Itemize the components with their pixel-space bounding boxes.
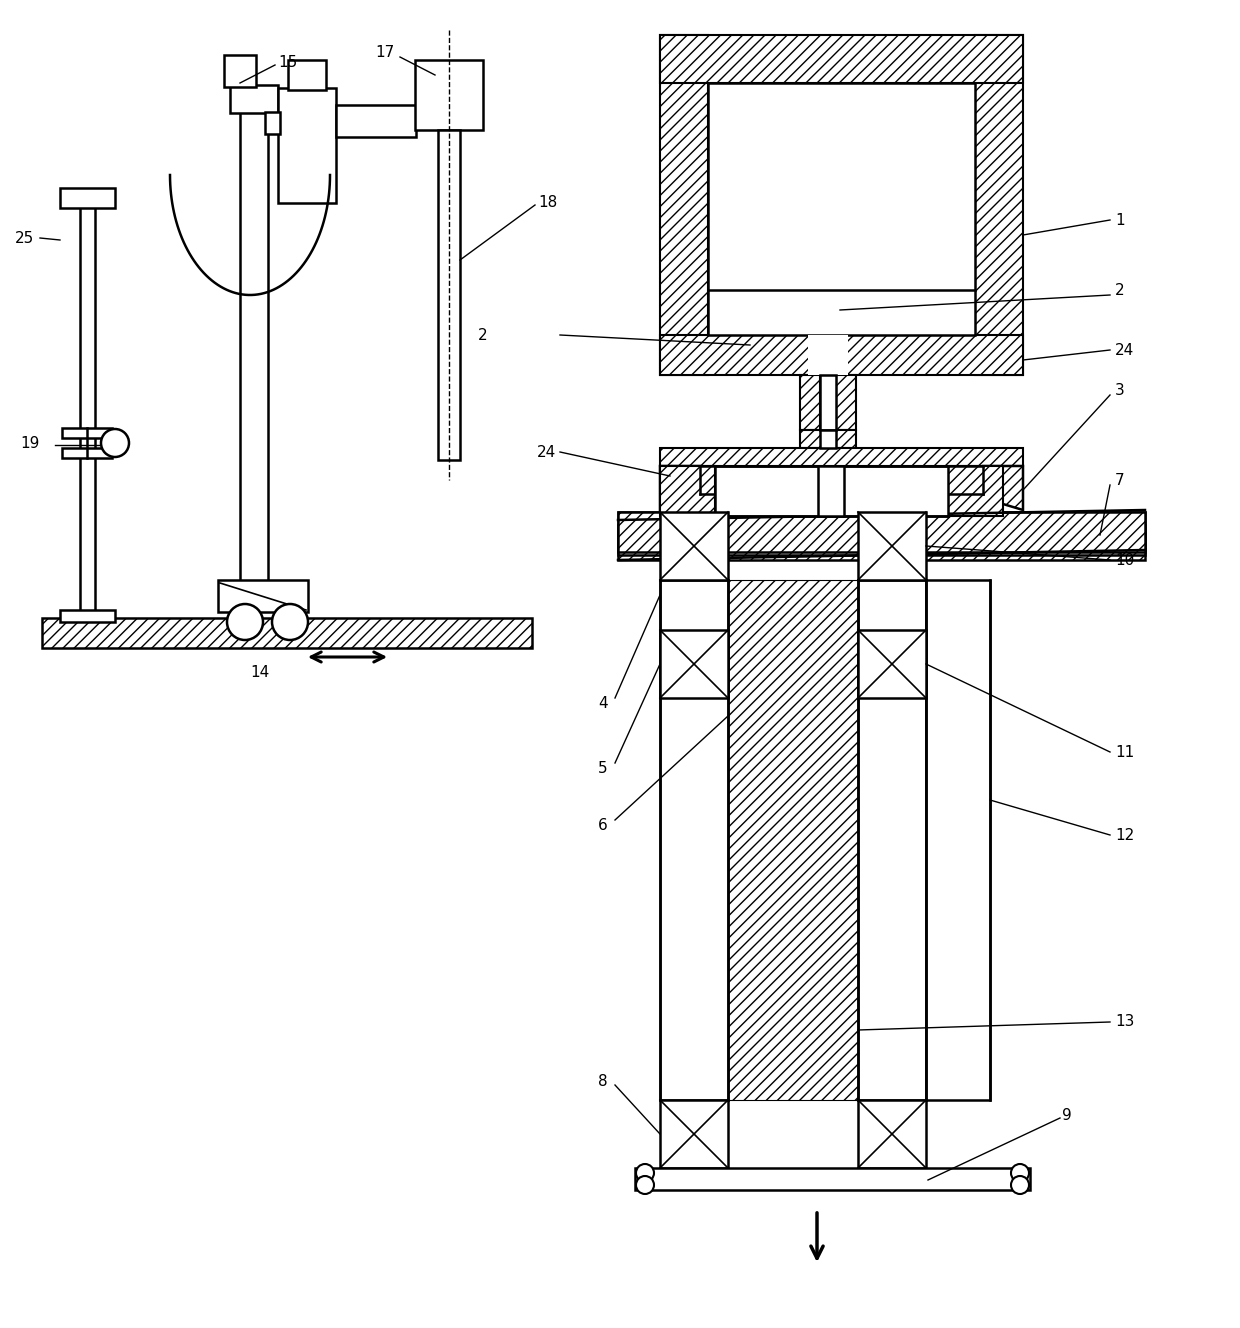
Bar	[715, 466, 949, 517]
Circle shape	[636, 1177, 653, 1194]
Text: 15: 15	[278, 54, 298, 69]
Text: 7: 7	[1115, 473, 1125, 487]
Text: 2: 2	[477, 328, 487, 343]
Polygon shape	[618, 525, 1145, 560]
Circle shape	[100, 429, 129, 457]
Bar	[618, 513, 1145, 552]
Text: 18: 18	[538, 194, 557, 210]
Polygon shape	[983, 466, 1023, 510]
Bar	[660, 513, 728, 580]
Bar	[415, 60, 484, 130]
Bar	[858, 513, 926, 580]
Text: 17: 17	[374, 45, 394, 60]
Bar	[949, 466, 1003, 517]
Bar	[660, 580, 728, 1100]
Text: 9: 9	[1061, 1108, 1071, 1122]
Circle shape	[636, 1165, 653, 1182]
Bar	[708, 84, 975, 335]
Text: 3: 3	[1115, 382, 1125, 397]
Bar	[62, 448, 112, 458]
Bar	[926, 580, 990, 1100]
Bar	[288, 60, 326, 90]
Text: 5: 5	[598, 761, 608, 776]
Polygon shape	[660, 466, 701, 510]
Bar	[818, 466, 844, 517]
Text: 2: 2	[1115, 283, 1125, 297]
Text: 25: 25	[15, 231, 35, 246]
Text: 12: 12	[1115, 827, 1135, 842]
Bar	[858, 580, 926, 1100]
Bar	[278, 88, 336, 203]
Bar	[660, 629, 728, 699]
Bar	[224, 54, 255, 88]
Bar	[336, 105, 415, 137]
Text: 1: 1	[1115, 212, 1125, 227]
Text: 8: 8	[598, 1074, 608, 1089]
Bar	[820, 374, 836, 430]
Bar	[800, 374, 820, 430]
Text: 4: 4	[598, 696, 608, 710]
Bar	[858, 1100, 926, 1169]
Bar	[62, 428, 112, 438]
Bar	[660, 335, 1023, 374]
Bar	[438, 130, 460, 459]
Text: 19: 19	[20, 436, 40, 450]
Bar	[660, 466, 715, 517]
Bar	[635, 1169, 1030, 1190]
Bar	[701, 494, 983, 513]
Text: 24: 24	[537, 445, 557, 459]
Bar	[701, 466, 983, 494]
Bar	[818, 494, 844, 513]
Text: 14: 14	[250, 664, 269, 680]
Bar	[820, 430, 836, 448]
Bar	[660, 35, 708, 374]
Bar	[60, 189, 115, 208]
Bar	[42, 618, 532, 648]
Bar	[660, 35, 1023, 84]
Circle shape	[227, 604, 263, 640]
Text: 10: 10	[1115, 552, 1135, 567]
Text: 13: 13	[1115, 1015, 1135, 1029]
Text: 6: 6	[598, 818, 608, 833]
Bar	[975, 35, 1023, 374]
Text: 11: 11	[1115, 745, 1135, 760]
Bar	[808, 335, 848, 374]
Circle shape	[272, 604, 308, 640]
Bar	[858, 629, 926, 699]
Bar	[229, 85, 278, 113]
Bar	[660, 1100, 728, 1169]
Circle shape	[1011, 1177, 1029, 1194]
Bar	[836, 374, 856, 430]
Polygon shape	[618, 513, 1145, 555]
Bar	[218, 580, 308, 612]
Polygon shape	[728, 580, 858, 1100]
Bar	[660, 448, 1023, 466]
Bar	[265, 112, 280, 134]
Bar	[800, 430, 856, 448]
Bar	[60, 610, 115, 622]
Circle shape	[1011, 1165, 1029, 1182]
Text: 24: 24	[1115, 343, 1135, 357]
